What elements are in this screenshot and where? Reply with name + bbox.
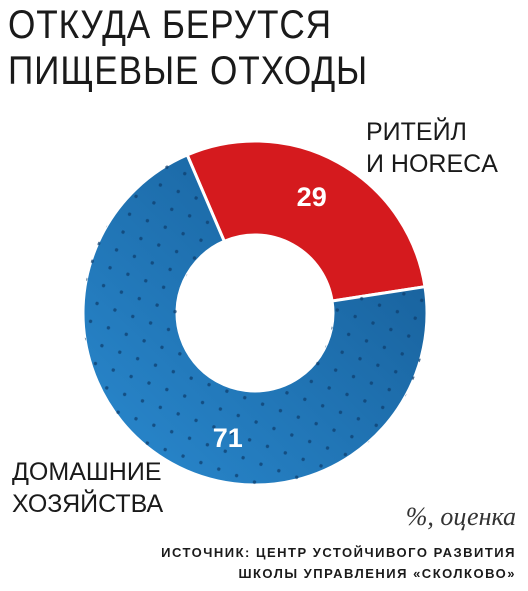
legend-retail-horeca: РИТЕЙЛ И HORECA <box>366 116 498 180</box>
title-line-1: ОТКУДА БЕРУТСЯ <box>8 3 332 47</box>
home-label-line-1: ДОМАШНИЕ <box>12 458 162 486</box>
source-line-2: ШКОЛЫ УПРАВЛЕНИЯ «СКОЛКОВО» <box>238 566 516 581</box>
retail-label-line-1: РИТЕЙЛ <box>366 118 467 146</box>
slice-retail-horeca <box>185 139 427 303</box>
legend-households: ДОМАШНИЕ ХОЗЯЙСТВА <box>12 456 163 520</box>
slice-households-dot-texture <box>83 154 428 486</box>
chart-title: ОТКУДА БЕРУТСЯ ПИЩЕВЫЕ ОТХОДЫ <box>8 2 368 94</box>
retail-label-line-2: И HORECA <box>366 150 498 178</box>
source-note: ИСТОЧНИК: ЦЕНТР УСТОЙЧИВОГО РАЗВИТИЯ ШКО… <box>161 542 516 584</box>
value-label-households: 71 <box>213 423 243 453</box>
source-line-1: ИСТОЧНИК: ЦЕНТР УСТОЙЧИВОГО РАЗВИТИЯ <box>161 545 516 560</box>
title-line-2: ПИЩЕВЫЕ ОТХОДЫ <box>8 49 369 93</box>
value-label-retail-horeca: 29 <box>297 182 327 212</box>
home-label-line-2: ХОЗЯЙСТВА <box>12 490 164 518</box>
unit-note: %, оценка <box>405 502 516 531</box>
